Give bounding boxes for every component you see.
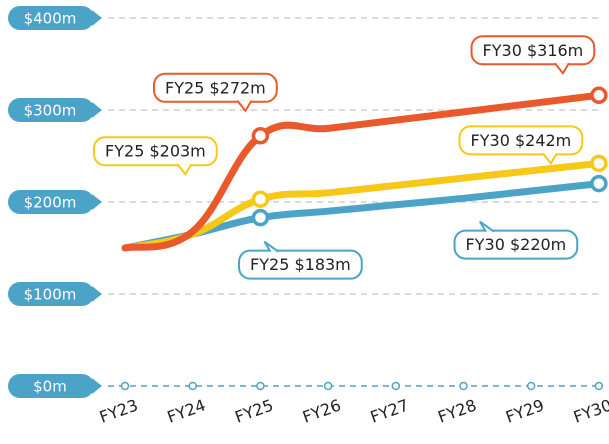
x-tick-dot xyxy=(323,381,333,391)
y-tick-pointer xyxy=(92,378,102,394)
x-tick-label: FY25 xyxy=(232,395,275,426)
callout-pointer xyxy=(263,240,279,253)
callout: FY30 $220m xyxy=(453,220,579,260)
series-line xyxy=(121,159,603,252)
x-tick-label: FY29 xyxy=(503,395,546,426)
y-tick-pill xyxy=(8,374,94,398)
y-tick-pointer xyxy=(92,194,102,210)
y-tick-pill xyxy=(8,282,94,306)
callout-box xyxy=(93,136,218,167)
data-label: FY25 $183m xyxy=(250,255,351,274)
callout: FY25 $272m xyxy=(153,72,278,113)
data-label: FY25 $272m xyxy=(165,78,266,97)
x-tick-dot xyxy=(120,381,130,391)
point-marker xyxy=(251,190,270,208)
callout: FY25 $203m xyxy=(93,136,218,176)
y-tick-pill xyxy=(8,6,94,30)
x-tick-dot xyxy=(256,381,265,391)
y-tick-pointer xyxy=(92,286,102,302)
y-tick-label: $200m xyxy=(24,194,77,212)
x-tick-dot xyxy=(188,381,197,391)
x-tick-label: FY24 xyxy=(165,395,208,426)
data-label: FY30 $220m xyxy=(466,235,567,254)
callout-box xyxy=(453,229,579,260)
point-marker xyxy=(590,154,608,173)
callout-pointer xyxy=(236,100,253,113)
point-marker xyxy=(251,208,270,227)
x-tick-label: FY28 xyxy=(435,395,478,426)
callout: FY25 $183m xyxy=(238,240,363,280)
callout-pointer xyxy=(479,220,495,233)
callout-pointer xyxy=(542,152,558,166)
x-tick-label: FY26 xyxy=(300,395,343,426)
point-marker xyxy=(590,86,608,105)
x-tick-dot xyxy=(594,381,604,391)
y-tick-label: $100m xyxy=(24,286,77,304)
y-tick-pill xyxy=(8,190,94,214)
callout: FY30 $242m xyxy=(458,125,584,166)
x-tick-label: FY30 xyxy=(571,395,609,426)
y-tick-label: $400m xyxy=(24,10,77,28)
data-label: FY30 $316m xyxy=(483,41,584,60)
y-tick-label: $0m xyxy=(33,378,67,396)
data-label: FY25 $203m xyxy=(105,142,206,161)
callout-box xyxy=(458,125,584,156)
y-tick-pointer xyxy=(92,10,102,26)
data-label: FY30 $242m xyxy=(471,131,572,150)
callout-pointer xyxy=(176,163,193,176)
x-tick-dot xyxy=(391,381,401,391)
y-tick-pill xyxy=(8,98,94,122)
callout: FY30 $316m xyxy=(470,35,596,76)
callout-box xyxy=(153,72,278,103)
x-tick-label: FY27 xyxy=(368,395,411,426)
x-tick-label: FY23 xyxy=(97,395,140,426)
callout-pointer xyxy=(554,62,570,76)
y-tick-label: $300m xyxy=(24,102,77,120)
point-marker xyxy=(251,127,270,145)
x-tick-dot xyxy=(459,381,468,391)
y-tick-pointer xyxy=(92,102,102,118)
series-line xyxy=(121,91,603,252)
point-marker xyxy=(590,174,608,193)
callout-box xyxy=(470,35,596,66)
x-tick-dot xyxy=(526,381,536,391)
callout-box xyxy=(238,249,363,280)
